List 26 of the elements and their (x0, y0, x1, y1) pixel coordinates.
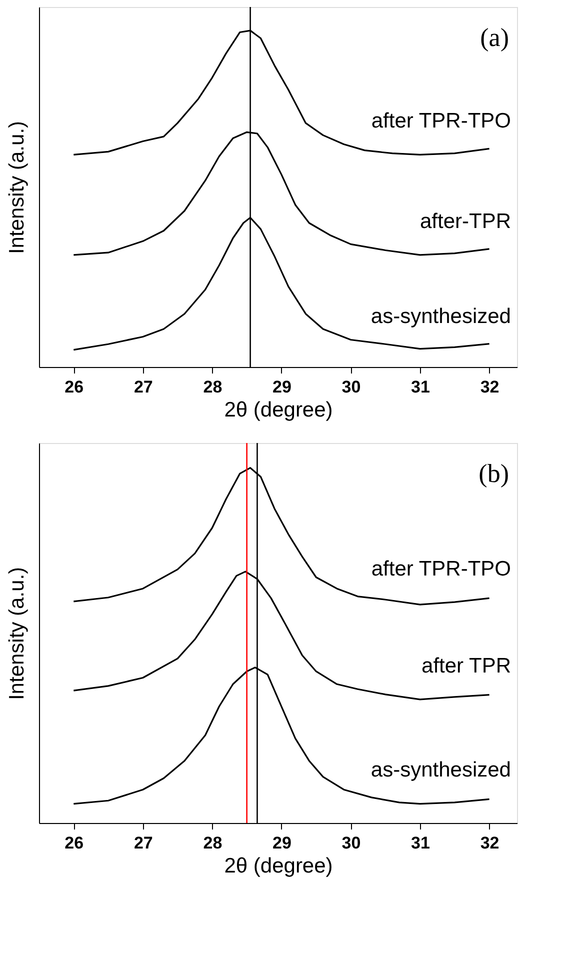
annotation: (b) (478, 459, 509, 488)
series-label: after TPR-TPO (371, 110, 511, 133)
series-label: after TPR (422, 654, 511, 678)
x-axis-title: 2θ (degree) (224, 398, 333, 422)
annotation: (a) (480, 23, 509, 52)
series-label: after TPR-TPO (371, 558, 511, 581)
x-tick-label: 31 (411, 834, 430, 852)
x-tick-label: 26 (64, 834, 84, 852)
x-tick-label: 27 (134, 378, 153, 396)
series-label: as-synthesized (370, 758, 511, 782)
y-axis-title: Intensity (a.u.) (6, 566, 28, 700)
x-tick-label: 28 (203, 834, 222, 852)
x-axis-title: 2θ (degree) (224, 854, 333, 878)
x-tick-label: 27 (134, 834, 153, 852)
x-tick-label: 31 (411, 378, 430, 396)
x-tick-label: 30 (342, 834, 361, 852)
x-tick-label: 29 (272, 834, 292, 852)
x-tick-label: 32 (480, 378, 500, 396)
x-tick-label: 32 (480, 834, 500, 852)
x-tick-label: 28 (203, 378, 222, 396)
x-tick-label: 30 (342, 378, 361, 396)
y-axis-title: Intensity (a.u.) (6, 120, 28, 254)
x-tick-label: 26 (64, 378, 84, 396)
x-tick-label: 29 (272, 378, 292, 396)
series-label: as-synthesized (370, 304, 511, 328)
series-label: after-TPR (420, 210, 511, 233)
